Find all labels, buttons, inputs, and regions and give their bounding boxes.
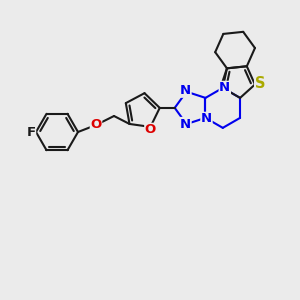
Text: S: S — [255, 76, 265, 91]
Text: O: O — [90, 118, 102, 131]
Text: F: F — [26, 125, 36, 139]
Text: N: N — [219, 81, 230, 94]
Text: O: O — [145, 123, 156, 136]
Text: N: N — [201, 112, 212, 125]
Text: N: N — [180, 118, 191, 130]
Text: N: N — [180, 84, 191, 97]
